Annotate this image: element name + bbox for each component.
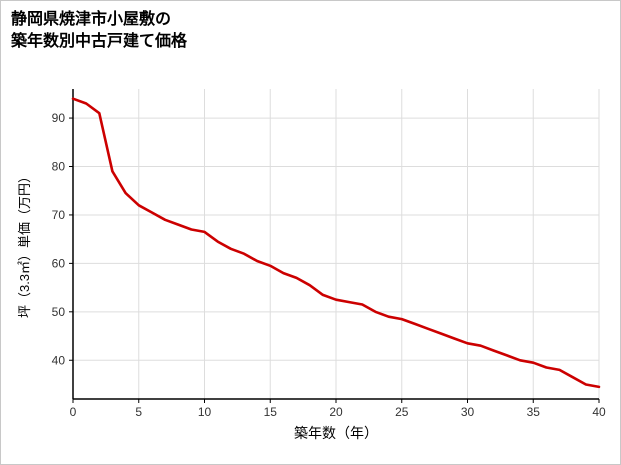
y-tick-label: 50 [52,305,66,319]
y-tick-label: 90 [52,111,66,125]
chart-title-line2: 築年数別中古戸建て価格 [11,33,188,50]
y-tick-label: 40 [52,353,66,367]
chart-title-line1: 静岡県焼津市小屋敷の [11,11,172,28]
x-tick-label: 20 [329,405,343,419]
x-axis-title: 築年数（年） [294,425,378,441]
x-tick-label: 10 [198,405,212,419]
y-tick-label: 70 [52,208,66,222]
x-tick-label: 25 [395,405,409,419]
x-tick-label: 0 [70,405,77,419]
x-tick-label: 15 [264,405,278,419]
y-axis-title: 坪（3.3㎡）単価（万円） [17,170,32,318]
chart-title: 静岡県焼津市小屋敷の 築年数別中古戸建て価格 [11,9,187,53]
y-tick-label: 80 [52,160,66,174]
price-line [71,97,601,389]
y-tick-label: 60 [52,256,66,270]
x-tick-label: 40 [592,405,606,419]
x-tick-label: 35 [527,405,541,419]
x-tick-label: 5 [135,405,142,419]
x-tick-label: 30 [461,405,475,419]
